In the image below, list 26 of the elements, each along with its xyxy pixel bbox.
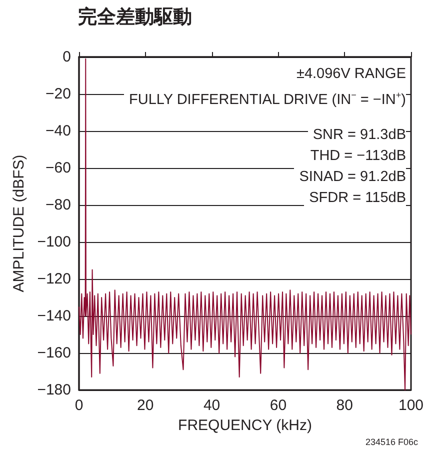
y-tick-label: 0	[62, 48, 71, 66]
y-tick-label: −80	[46, 196, 71, 214]
y-tick-label: −120	[37, 270, 71, 288]
y-tick-label: −160	[37, 344, 71, 362]
y-tick-label: −60	[46, 160, 71, 176]
x-tick-label: 20	[137, 397, 154, 414]
annotation: ±4.096V RANGE	[291, 64, 406, 85]
annotation: SINAD = 91.2dB	[294, 166, 406, 188]
y-axis-title: AMPLITUDE (dBFS)	[10, 154, 28, 292]
annotation: THD = −113dB	[305, 146, 406, 167]
x-tick-label: 100	[398, 397, 424, 414]
y-tick-label: −180	[37, 382, 71, 398]
annotation: SNR = 91.3dB	[308, 124, 406, 146]
annotation: FULLY DIFFERENTIAL DRIVE (IN$^{−}$ = −IN$^{+}$)	[124, 85, 406, 111]
x-tick-label: 40	[203, 397, 220, 414]
x-tick-label: 0	[74, 397, 84, 414]
annotation: SFDR = 115dB	[304, 188, 406, 209]
x-tick-label: 60	[270, 397, 287, 414]
chart-title: 完全差動駆動	[78, 5, 192, 30]
x-axis-title: FREQUENCY (kHz)	[178, 416, 312, 434]
y-tick-label: −100	[37, 234, 71, 250]
text: 234516 F06c	[365, 437, 418, 447]
y-tick-label: −140	[37, 308, 71, 324]
y-tick-label: −40	[46, 122, 71, 140]
y-tick-label: −20	[46, 86, 71, 102]
x-tick-label: 80	[336, 397, 353, 414]
